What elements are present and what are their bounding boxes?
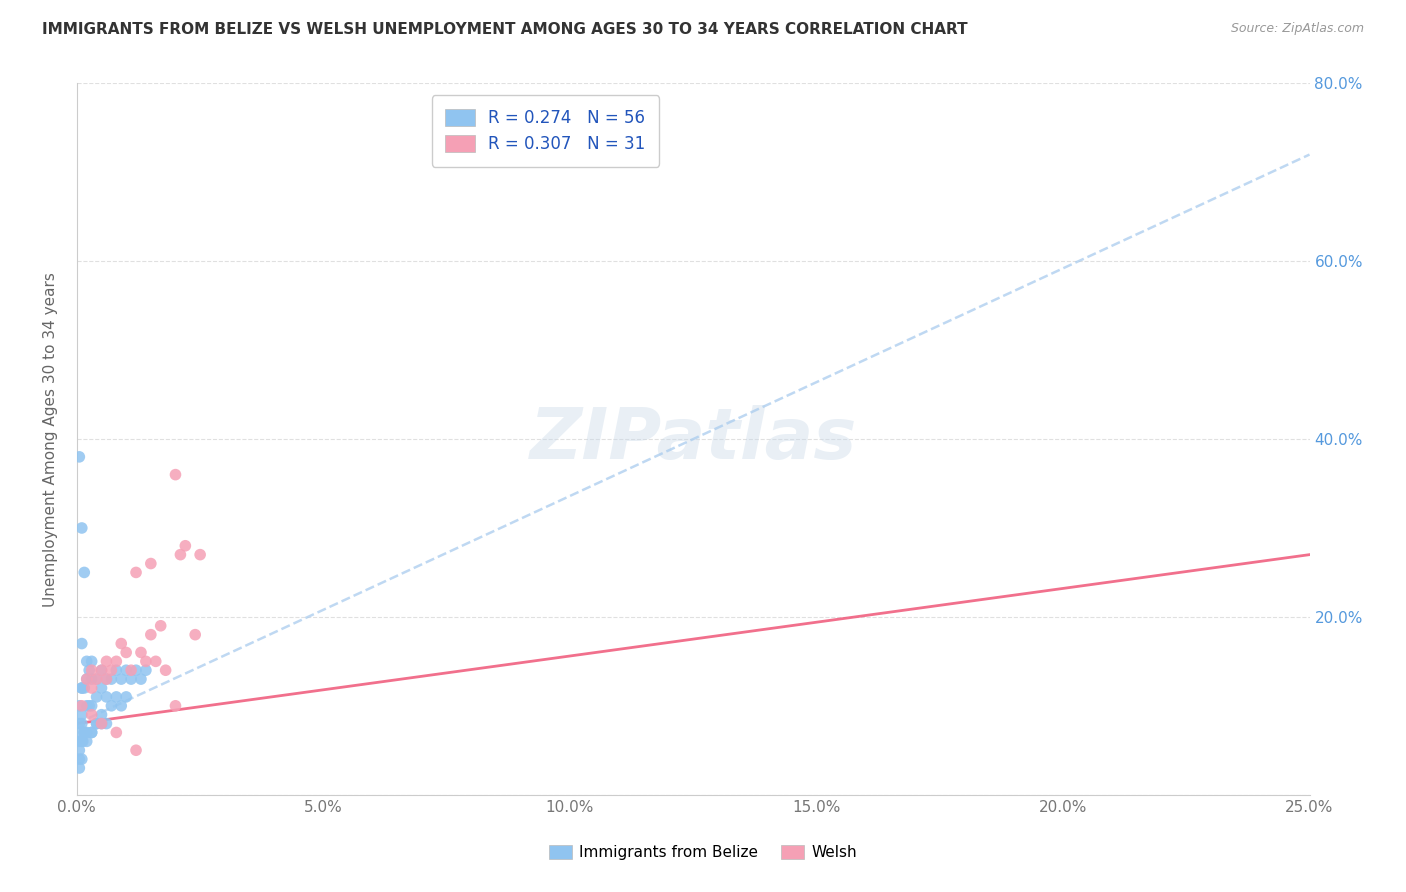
Point: [70, 681, 93, 695]
Point: [76, 672, 98, 686]
Point: [184, 628, 207, 642]
Point: [67, 761, 90, 775]
Point: [105, 690, 128, 704]
Point: [120, 663, 142, 677]
Point: [90, 663, 112, 677]
Point: [100, 672, 122, 686]
Point: [96, 672, 118, 686]
Point: [86, 690, 108, 704]
Point: [100, 663, 122, 677]
Point: [125, 743, 148, 757]
Point: [86, 716, 108, 731]
Point: [86, 672, 108, 686]
Point: [90, 663, 112, 677]
Point: [129, 645, 152, 659]
Point: [76, 654, 98, 668]
Point: [105, 725, 128, 739]
Point: [174, 539, 197, 553]
Point: [86, 716, 108, 731]
Point: [100, 698, 122, 713]
Point: [169, 548, 191, 562]
Point: [80, 725, 103, 739]
Point: [125, 663, 148, 677]
Point: [139, 557, 162, 571]
Point: [77, 698, 100, 713]
Point: [73, 566, 96, 580]
Point: [115, 690, 138, 704]
Point: [115, 645, 138, 659]
Point: [149, 619, 172, 633]
Point: [145, 654, 167, 668]
Point: [70, 734, 93, 748]
Point: [155, 663, 177, 677]
Point: [188, 548, 211, 562]
Point: [67, 698, 90, 713]
Text: ZIPatlas: ZIPatlas: [530, 405, 856, 474]
Point: [67, 743, 90, 757]
Point: [77, 663, 100, 677]
Point: [80, 663, 103, 677]
Point: [165, 467, 187, 482]
Point: [110, 672, 132, 686]
Point: [76, 672, 98, 686]
Point: [70, 521, 93, 535]
Point: [73, 725, 96, 739]
Point: [70, 716, 93, 731]
Point: [67, 734, 90, 748]
Point: [67, 716, 90, 731]
Point: [67, 450, 90, 464]
Point: [70, 707, 93, 722]
Point: [165, 698, 187, 713]
Point: [135, 663, 157, 677]
Legend: R = 0.274   N = 56, R = 0.307   N = 31: R = 0.274 N = 56, R = 0.307 N = 31: [432, 95, 659, 167]
Point: [80, 707, 103, 722]
Point: [80, 725, 103, 739]
Point: [86, 672, 108, 686]
Point: [70, 681, 93, 695]
Point: [73, 725, 96, 739]
Point: [96, 672, 118, 686]
Point: [70, 698, 93, 713]
Point: [105, 663, 128, 677]
Point: [90, 716, 112, 731]
Point: [129, 672, 152, 686]
Y-axis label: Unemployment Among Ages 30 to 34 years: Unemployment Among Ages 30 to 34 years: [44, 272, 58, 607]
Point: [76, 698, 98, 713]
Point: [76, 725, 98, 739]
Point: [110, 698, 132, 713]
Point: [96, 654, 118, 668]
Point: [105, 654, 128, 668]
Point: [125, 566, 148, 580]
Point: [96, 716, 118, 731]
Point: [80, 698, 103, 713]
Point: [69, 725, 91, 739]
Point: [73, 681, 96, 695]
Text: IMMIGRANTS FROM BELIZE VS WELSH UNEMPLOYMENT AMONG AGES 30 TO 34 YEARS CORRELATI: IMMIGRANTS FROM BELIZE VS WELSH UNEMPLOY…: [42, 22, 967, 37]
Point: [90, 681, 112, 695]
Point: [70, 752, 93, 766]
Point: [135, 654, 157, 668]
Point: [120, 672, 142, 686]
Point: [139, 628, 162, 642]
Point: [80, 681, 103, 695]
Point: [96, 690, 118, 704]
Point: [110, 636, 132, 650]
Point: [90, 716, 112, 731]
Point: [90, 707, 112, 722]
Point: [80, 672, 103, 686]
Point: [70, 636, 93, 650]
Legend: Immigrants from Belize, Welsh: Immigrants from Belize, Welsh: [543, 839, 863, 866]
Text: Source: ZipAtlas.com: Source: ZipAtlas.com: [1230, 22, 1364, 36]
Point: [115, 663, 138, 677]
Point: [76, 734, 98, 748]
Point: [67, 752, 90, 766]
Point: [80, 654, 103, 668]
Point: [72, 734, 94, 748]
